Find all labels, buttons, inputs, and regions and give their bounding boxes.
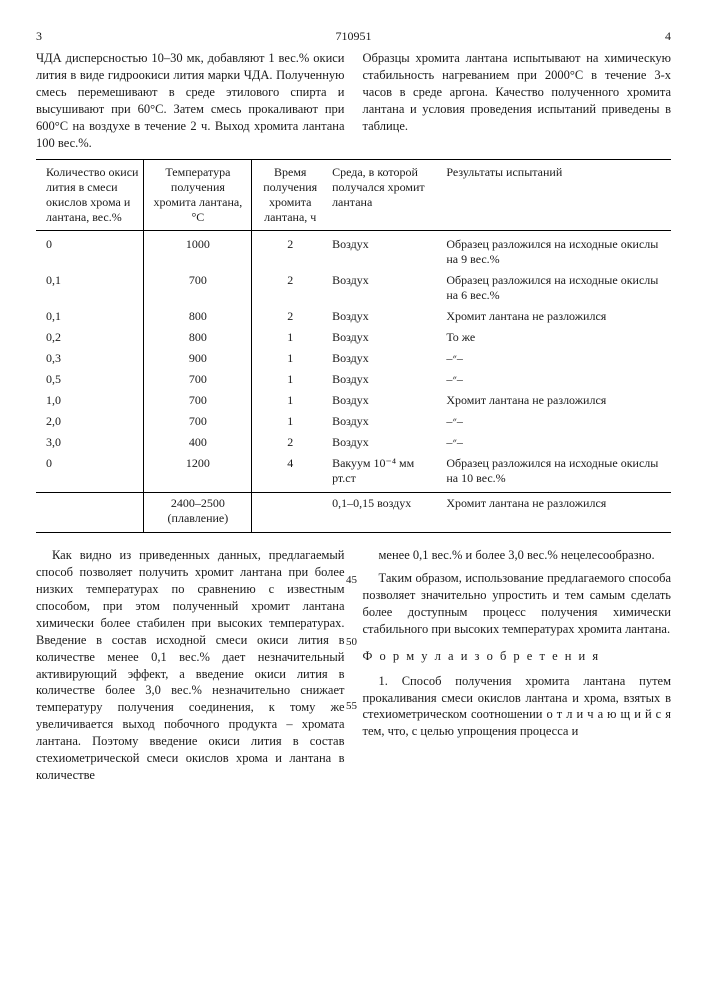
table-row: 0,17002ВоздухОбразец разложился на исход…: [36, 270, 671, 306]
table-row: 1,07001ВоздухХромит лантана не разложилс…: [36, 390, 671, 411]
results-table: Количество окиси лития в смеси окислов х…: [36, 159, 671, 533]
table-row: 0,57001Воздух–״–: [36, 369, 671, 390]
claim-1: 1. Способ получения хромита лантана путе…: [363, 673, 672, 741]
body-right-para-1: менее 0,1 вес.% и более 3,0 вес.% нецеле…: [363, 547, 672, 564]
line-marker-50: 50: [346, 635, 357, 650]
table-row: 012004Вакуум 10⁻⁴ мм рт.стОбразец разлож…: [36, 453, 671, 493]
body-columns: 45 50 55 Как видно из приведенных данных…: [36, 547, 671, 789]
body-left-para: Как видно из приведенных данных, предлаг…: [36, 547, 345, 783]
intro-left: ЧДА дисперсностью 10–30 мк, добавляют 1 …: [36, 50, 345, 151]
table-row: 010002ВоздухОбразец разложился на исходн…: [36, 231, 671, 271]
page-number-right: 4: [665, 28, 671, 44]
col-header-5: Результаты испытаний: [442, 160, 671, 231]
page-number-left: 3: [36, 28, 42, 44]
table-row: 0,39001Воздух–״–: [36, 348, 671, 369]
table-body: 010002ВоздухОбразец разложился на исходн…: [36, 231, 671, 493]
table-row: 0,18002ВоздухХромит лантана не разложилс…: [36, 306, 671, 327]
intro-right: Образцы хромита лантана испытывают на хи…: [363, 50, 672, 151]
col-header-4: Среда, в которой получался хромит лантан…: [328, 160, 442, 231]
page-header: 3 710951 4: [36, 28, 671, 44]
table-row: 2,07001Воздух–״–: [36, 411, 671, 432]
body-right-para-2: Таким образом, использование предлагаемо…: [363, 570, 672, 638]
line-marker-55: 55: [346, 699, 357, 714]
table-footer: 2400–2500 (плавление) 0,1–0,15 воздух Хр…: [36, 493, 671, 533]
body-right-column: менее 0,1 вес.% и более 3,0 вес.% нецеле…: [363, 547, 672, 789]
table-row: 0,28001ВоздухТо же: [36, 327, 671, 348]
col-header-2: Температура получения хромита лантана, °…: [144, 160, 252, 231]
document-number: 710951: [336, 28, 372, 44]
body-left-column: Как видно из приведенных данных, предлаг…: [36, 547, 345, 789]
formula-heading: Ф о р м у л а и з о б р е т е н и я: [363, 648, 672, 665]
line-marker-45: 45: [346, 573, 357, 588]
col-header-3: Время получения хромита лантана, ч: [252, 160, 328, 231]
table-row: 3,04002Воздух–״–: [36, 432, 671, 453]
intro-columns: ЧДА дисперсностью 10–30 мк, добавляют 1 …: [36, 50, 671, 151]
col-header-1: Количество окиси лития в смеси окислов х…: [36, 160, 144, 231]
